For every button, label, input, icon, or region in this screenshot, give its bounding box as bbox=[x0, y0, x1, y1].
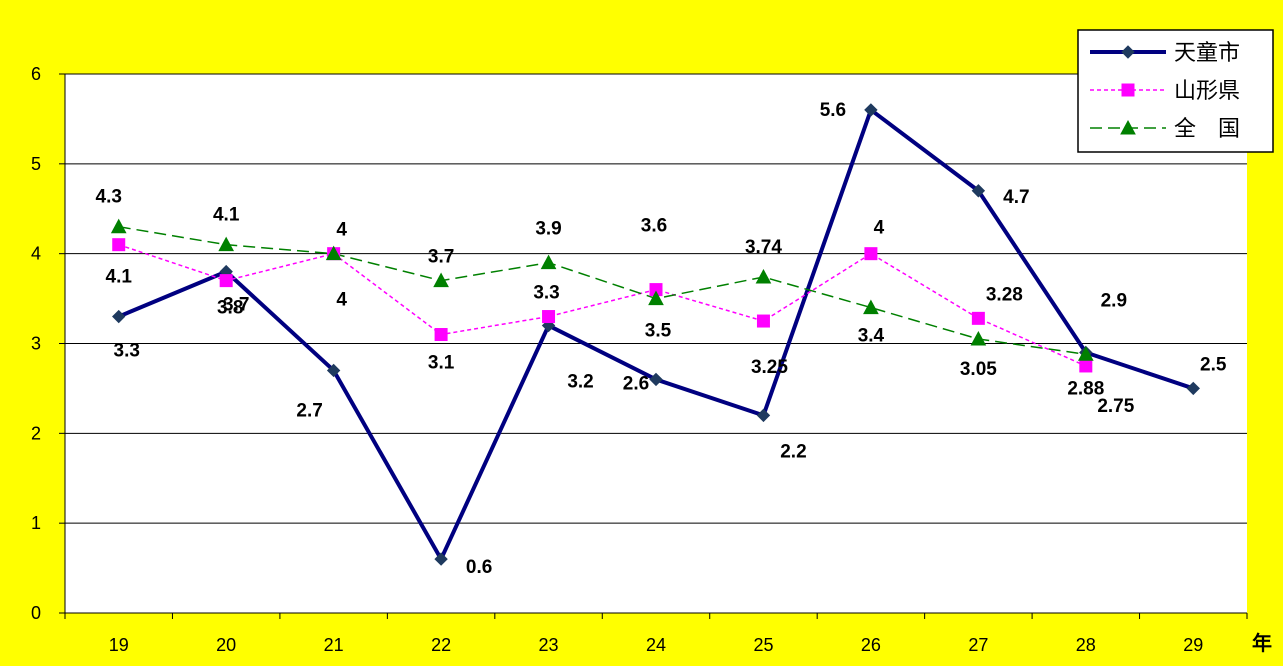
data-label-0-24: 2.6 bbox=[623, 373, 649, 394]
data-label-0-23: 3.2 bbox=[567, 372, 593, 393]
data-label-2-27: 3.05 bbox=[960, 359, 997, 380]
data-label-2-25: 3.74 bbox=[745, 237, 782, 258]
data-labels: 3.33.82.70.63.2 2.62.25.64.72.92.54.13.74… bbox=[96, 100, 1227, 578]
data-label-1-27: 3.28 bbox=[986, 284, 1023, 305]
data-label-1-22: 3.1 bbox=[428, 353, 455, 374]
x-axis-label: 年 bbox=[1252, 631, 1272, 655]
y-tick-label-2: 2 bbox=[31, 423, 41, 443]
point-2-28 bbox=[1077, 346, 1094, 361]
point-0-19 bbox=[112, 309, 126, 324]
x-axis-ticks: 19 20 21 22 23 24 25 26 27 28 29 bbox=[64, 613, 1248, 655]
data-label-1-20: 3.7 bbox=[223, 295, 249, 316]
point-0-24 bbox=[649, 372, 663, 387]
point-0-27 bbox=[971, 184, 986, 198]
point-0-29 bbox=[1186, 381, 1200, 396]
legend-marker-2 bbox=[1120, 119, 1136, 135]
point-0-26 bbox=[864, 103, 878, 117]
legend-marker-1 bbox=[1121, 83, 1135, 97]
data-label-2-24: 3.5 bbox=[645, 321, 672, 342]
data-label-0-26: 5.6 bbox=[820, 100, 846, 121]
point-1-19 bbox=[112, 238, 126, 252]
data-label-2-22: 3.7 bbox=[428, 247, 454, 268]
point-1-26 bbox=[864, 247, 878, 261]
point-2-19 bbox=[110, 218, 127, 234]
legend-marker-0 bbox=[1121, 45, 1135, 59]
x-tick-label-21: 21 bbox=[324, 635, 344, 655]
point-1-22 bbox=[434, 328, 448, 342]
data-label-0-20: 3.8 bbox=[217, 298, 243, 319]
x-tick-label-23: 23 bbox=[539, 635, 559, 655]
data-label-0-27: 4.7 bbox=[1003, 187, 1029, 208]
x-tick-label-28: 28 bbox=[1076, 635, 1096, 655]
data-label-0-29: 2.5 bbox=[1200, 354, 1227, 375]
point-1-25 bbox=[756, 314, 770, 328]
point-1-28 bbox=[1079, 359, 1093, 373]
data-label-1-21: 4 bbox=[336, 220, 347, 241]
data-label-2-26: 3.4 bbox=[858, 326, 885, 347]
data-label-0-25: 2.2 bbox=[780, 441, 806, 462]
data-label-2-21: 4 bbox=[336, 290, 347, 311]
x-tick-label-22: 22 bbox=[431, 635, 451, 655]
y-tick-label-4: 4 bbox=[31, 244, 41, 264]
point-1-27 bbox=[971, 311, 985, 325]
x-tick-label-25: 25 bbox=[753, 635, 773, 655]
point-2-24 bbox=[648, 290, 664, 306]
y-tick-label-5: 5 bbox=[31, 154, 41, 174]
point-0-22 bbox=[434, 552, 448, 566]
data-label-2-20: 4.1 bbox=[213, 205, 240, 226]
legend-label-0: 天童市 bbox=[1174, 40, 1240, 65]
data-label-1-24: 3.6 bbox=[641, 216, 667, 237]
data-label-0-19: 3.3 bbox=[114, 341, 140, 362]
point-2-27 bbox=[970, 330, 987, 346]
data-label-1-19: 4.1 bbox=[106, 267, 133, 288]
data-label-0-21: 2.7 bbox=[296, 400, 322, 421]
series-line-1 bbox=[118, 243, 1087, 367]
legend-label-1: 山形県 bbox=[1174, 78, 1240, 103]
point-2-22 bbox=[433, 272, 449, 288]
point-2-21 bbox=[325, 245, 342, 261]
data-label-1-26: 4 bbox=[874, 218, 885, 239]
x-tick-label-29: 29 bbox=[1183, 635, 1203, 655]
x-tick-label-24: 24 bbox=[646, 635, 666, 655]
point-2-26 bbox=[863, 299, 879, 315]
data-label-1-28: 2.75 bbox=[1097, 396, 1134, 417]
series-markers bbox=[110, 103, 1200, 566]
y-tick-label-0: 0 bbox=[31, 603, 41, 623]
data-label-1-23: 3.3 bbox=[533, 283, 559, 304]
point-0-21 bbox=[326, 363, 341, 378]
y-tick-label-1: 1 bbox=[31, 513, 41, 533]
data-label-0-22: 0.6 bbox=[466, 557, 492, 578]
x-tick-label-20: 20 bbox=[216, 635, 236, 655]
y-tick-label-6: 6 bbox=[31, 64, 41, 84]
data-label-2-19: 4.3 bbox=[96, 187, 122, 208]
x-tick-label-26: 26 bbox=[861, 635, 881, 655]
point-2-20 bbox=[218, 236, 235, 252]
series-line-2 bbox=[118, 225, 1086, 356]
point-1-20 bbox=[219, 274, 233, 288]
x-tick-label-27: 27 bbox=[968, 635, 988, 655]
data-label-0-28: 2.9 bbox=[1101, 290, 1127, 311]
data-label-2-28: 2.88 bbox=[1067, 378, 1104, 399]
data-label-2-23: 3.9 bbox=[535, 219, 561, 240]
y-axis-ticks: 0 1 2 3 4 5 6 bbox=[31, 64, 65, 623]
x-tick-label-19: 19 bbox=[109, 635, 129, 655]
data-label-1-25: 3.25 bbox=[751, 357, 788, 378]
y-tick-label-3: 3 bbox=[31, 334, 41, 354]
point-0-25 bbox=[756, 408, 771, 423]
point-1-23 bbox=[542, 310, 556, 324]
legend-label-2: 全 国 bbox=[1174, 116, 1240, 141]
point-2-23 bbox=[540, 254, 557, 270]
point-2-25 bbox=[755, 268, 772, 284]
gridlines bbox=[65, 73, 1247, 524]
